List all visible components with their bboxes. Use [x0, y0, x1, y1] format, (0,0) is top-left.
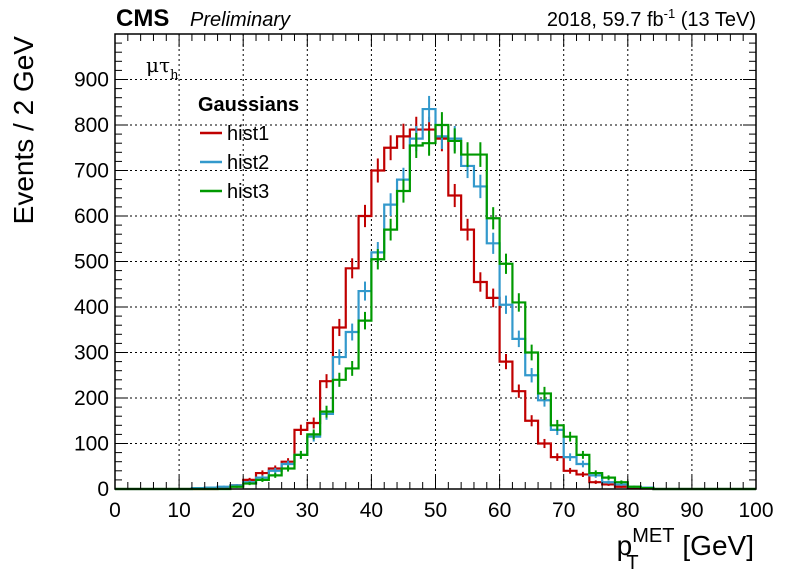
axis-ticks [114, 33, 757, 490]
x-tick-label: 20 [232, 499, 255, 522]
legend-item-hist2: hist2 [200, 152, 269, 174]
grid-lines [115, 34, 756, 489]
x-tick-label: 70 [552, 499, 575, 522]
preliminary-label: Preliminary [190, 9, 291, 31]
channel-main: μτ [146, 53, 170, 77]
x-tick-label: 50 [424, 499, 447, 522]
channel-sub: h [170, 68, 179, 83]
x-tick-label: 0 [109, 499, 121, 522]
luminosity-prefix: 2018, 59.7 fb [547, 9, 664, 31]
legend-title: Gaussians [198, 94, 299, 116]
y-tick-label: 600 [74, 205, 109, 228]
series-line-hist3 [115, 123, 756, 491]
x-tick-label: 40 [360, 499, 383, 522]
legend-item-hist3: hist3 [200, 181, 269, 203]
y-tick-label: 400 [74, 296, 109, 319]
tick-labels: 0 10 20 30 40 50 60 70 80 90 100 0 100 200 300 400 500 60… [74, 69, 774, 523]
x-tick-label: 10 [167, 499, 190, 522]
x-tick-label: 100 [738, 499, 773, 522]
y-tick-label: 700 [74, 160, 109, 183]
legend-item-hist1: hist1 [200, 123, 269, 145]
x-axis-label-unit: [GeV] [675, 530, 754, 561]
legend-label: hist1 [227, 123, 269, 145]
y-tick-label: 0 [97, 478, 109, 501]
x-axis-label-superscript: MET [632, 525, 674, 547]
x-axis-label-subscript: T [626, 552, 638, 572]
legend: Gaussians hist1 hist2 hist3 [198, 94, 299, 203]
x-tick-label: 90 [680, 499, 703, 522]
legend-label: hist3 [227, 181, 269, 203]
y-axis-label: Events / 2 GeV [8, 36, 39, 225]
legend-label: hist2 [227, 152, 269, 174]
x-tick-label: 30 [296, 499, 319, 522]
x-axis-label: pMET T [GeV] [617, 525, 754, 572]
luminosity-exponent: -1 [664, 6, 676, 21]
channel-label: μτh [146, 53, 179, 83]
y-tick-label: 500 [74, 251, 109, 274]
y-tick-label: 800 [74, 114, 109, 137]
luminosity-label: 2018, 59.7 fb-1 (13 TeV) [547, 6, 756, 31]
legend-items: hist1 hist2 hist3 [200, 123, 269, 203]
y-tick-label: 100 [74, 433, 109, 456]
x-axis-label-main: p [617, 530, 633, 561]
luminosity-suffix: (13 TeV) [675, 9, 756, 31]
y-tick-label: 200 [74, 387, 109, 410]
x-tick-label: 80 [616, 499, 639, 522]
x-tick-label: 60 [488, 499, 511, 522]
cms-label: CMS [116, 5, 169, 32]
y-tick-label: 900 [74, 69, 109, 92]
y-tick-label: 300 [74, 342, 109, 365]
series-hist3 [115, 112, 756, 491]
